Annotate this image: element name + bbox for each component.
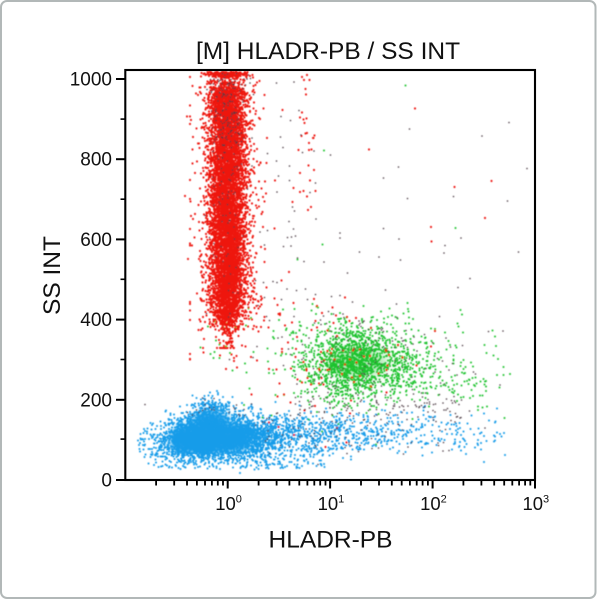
svg-text:1: 1 [338, 494, 344, 506]
svg-text:10: 10 [420, 493, 441, 514]
svg-text:0: 0 [101, 471, 112, 492]
svg-text:SS INT: SS INT [39, 236, 66, 315]
svg-text:10: 10 [523, 493, 544, 514]
svg-text:1000: 1000 [70, 70, 112, 91]
svg-text:10: 10 [318, 493, 339, 514]
svg-text:2: 2 [441, 494, 447, 506]
svg-text:3: 3 [543, 494, 549, 506]
svg-text:10: 10 [215, 493, 236, 514]
svg-text:800: 800 [80, 150, 112, 171]
svg-text:600: 600 [80, 230, 112, 251]
svg-text:200: 200 [80, 390, 112, 411]
svg-text:400: 400 [80, 310, 112, 331]
svg-text:0: 0 [236, 494, 242, 506]
svg-text:HLADR-PB: HLADR-PB [269, 527, 393, 554]
svg-text:[M] HLADR-PB / SS INT: [M] HLADR-PB / SS INT [196, 38, 460, 65]
